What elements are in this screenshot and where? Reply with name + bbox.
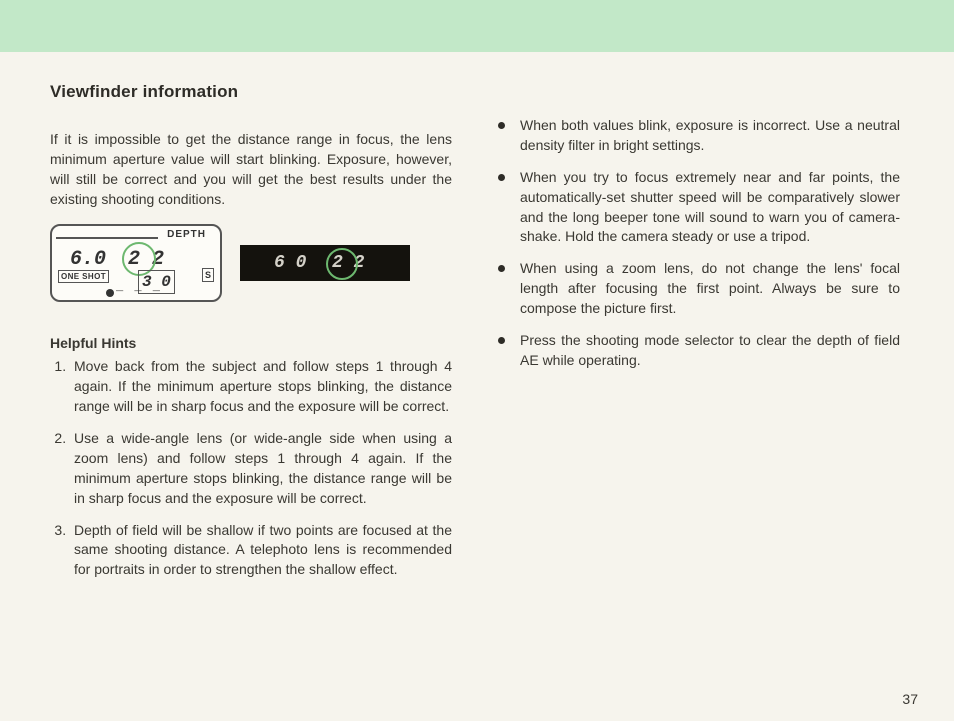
- page-number: 37: [902, 691, 918, 707]
- lcd-depth-line: [56, 237, 158, 239]
- list-item: Use a wide-angle lens (or wide-angle sid…: [70, 429, 452, 509]
- left-column: If it is impossible to get the distance …: [50, 116, 452, 592]
- two-column-layout: If it is impossible to get the distance …: [50, 116, 904, 592]
- lcd-oneshot-label: ONE SHOT: [58, 270, 109, 283]
- list-item: When both values blink, exposure is inco…: [498, 116, 900, 156]
- right-column: When both values blink, exposure is inco…: [498, 116, 900, 592]
- lcd-depth-label: DEPTH: [167, 228, 206, 242]
- dark-lcd-panel: 6 0 2 2: [240, 245, 410, 281]
- helpful-hints-list: Move back from the subject and follow st…: [50, 357, 452, 580]
- page-title: Viewfinder information: [50, 82, 904, 102]
- top-color-band: [0, 0, 954, 52]
- intro-paragraph: If it is impossible to get the distance …: [50, 130, 452, 210]
- page-content: Viewfinder information If it is impossib…: [0, 52, 954, 592]
- lcd-panel: DEPTH 6.0 2 2 ONE SHOT 3 0 S _ _ _: [50, 224, 222, 302]
- helpful-hints-heading: Helpful Hints: [50, 334, 452, 354]
- list-item: Move back from the subject and follow st…: [70, 357, 452, 417]
- dark-lcd-highlight-circle-icon: [326, 248, 358, 280]
- lcd-diagram-row: DEPTH 6.0 2 2 ONE SHOT 3 0 S _ _ _ 6 0 2…: [50, 224, 452, 302]
- lcd-s-label: S: [202, 268, 214, 283]
- list-item: When using a zoom lens, do not change th…: [498, 259, 900, 319]
- list-item: Press the shooting mode selector to clea…: [498, 331, 900, 371]
- lcd-underbar: _ _ _: [116, 279, 162, 296]
- bullet-list: When both values blink, exposure is inco…: [498, 116, 900, 371]
- list-item: When you try to focus extremely near and…: [498, 168, 900, 248]
- list-item: Depth of field will be shallow if two po…: [70, 521, 452, 581]
- lcd-dot-icon: [106, 289, 114, 297]
- dark-lcd-shutter: 6 0: [274, 251, 306, 277]
